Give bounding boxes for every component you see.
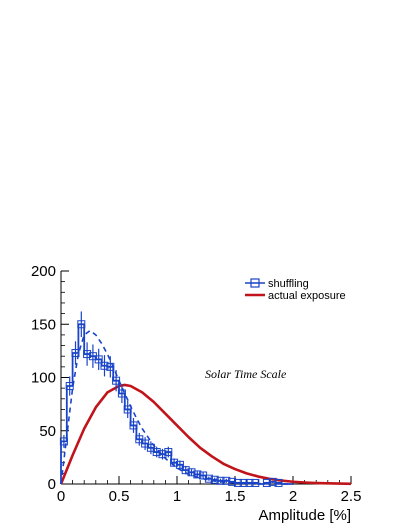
data-point-shuffling [239, 478, 248, 487]
data-point-shuffling [187, 468, 196, 477]
data-point-shuffling [129, 421, 138, 430]
data-point-shuffling [170, 458, 179, 467]
data-point-shuffling [71, 349, 80, 358]
data-point-shuffling [233, 478, 242, 487]
y-tick-label: 150 [31, 316, 56, 333]
data-point-shuffling [117, 389, 126, 398]
data-point-shuffling [77, 320, 86, 329]
data-point-shuffling [158, 450, 167, 459]
x-tick-label: 0 [57, 488, 65, 505]
y-tick-label: 0 [48, 476, 56, 493]
series-histogram-shuffling [60, 323, 293, 485]
data-point-shuffling [65, 382, 74, 391]
data-point-shuffling [204, 474, 213, 483]
x-tick-label: 0.5 [109, 488, 130, 505]
data-point-shuffling [268, 477, 277, 486]
data-point-shuffling [222, 476, 231, 485]
series-line-actual-exposure [59, 383, 352, 486]
data-point-shuffling [175, 460, 184, 469]
data-point-shuffling [123, 405, 132, 414]
data-point-shuffling [210, 475, 219, 484]
data-point-shuffling [94, 355, 103, 364]
data-point-shuffling [181, 466, 190, 475]
y-tick-label: 100 [31, 370, 56, 387]
series-line-shuffling-fit [60, 329, 294, 485]
plot-area: 0 50 100 150 200 0 0.5 1 1.5 2 2.5 [31, 263, 361, 505]
data-point-shuffling [106, 362, 115, 371]
chart-annotation: Solar Time Scale [205, 367, 287, 381]
data-point-shuffling [251, 478, 260, 487]
legend-marker-shuffling [250, 278, 260, 288]
y-tick-label: 50 [39, 423, 56, 440]
x-tick-label: 1 [173, 488, 181, 505]
legend-label-actual-exposure: actual exposure [268, 290, 346, 302]
data-point-shuffling [146, 443, 155, 452]
data-point-shuffling [141, 439, 150, 448]
legend: shuffling actual exposure [245, 278, 346, 302]
legend-label-shuffling: shuffling [268, 278, 309, 290]
data-point-shuffling [228, 477, 237, 486]
x-tick-label: 2 [289, 488, 297, 505]
data-point-shuffling [112, 376, 121, 385]
data-point-shuffling [135, 435, 144, 444]
data-point-shuffling [274, 478, 283, 487]
data-point-shuffling [164, 448, 173, 457]
data-point-shuffling [262, 478, 271, 487]
data-point-shuffling [100, 361, 109, 370]
data-point-shuffling [152, 448, 161, 457]
data-point-shuffling [59, 437, 68, 446]
data-point-shuffling [245, 478, 254, 487]
legend-item-shuffling: shuffling [245, 278, 309, 290]
legend-item-actual-exposure: actual exposure [245, 290, 346, 302]
x-tick-label: 2.5 [341, 488, 362, 505]
data-point-shuffling [193, 470, 202, 479]
data-point-shuffling [83, 350, 92, 359]
data-point-shuffling [216, 476, 225, 485]
y-tick-label: 200 [31, 263, 56, 280]
x-tick-label: 1.5 [225, 488, 246, 505]
x-axis-title: Amplitude [%] [258, 507, 351, 524]
